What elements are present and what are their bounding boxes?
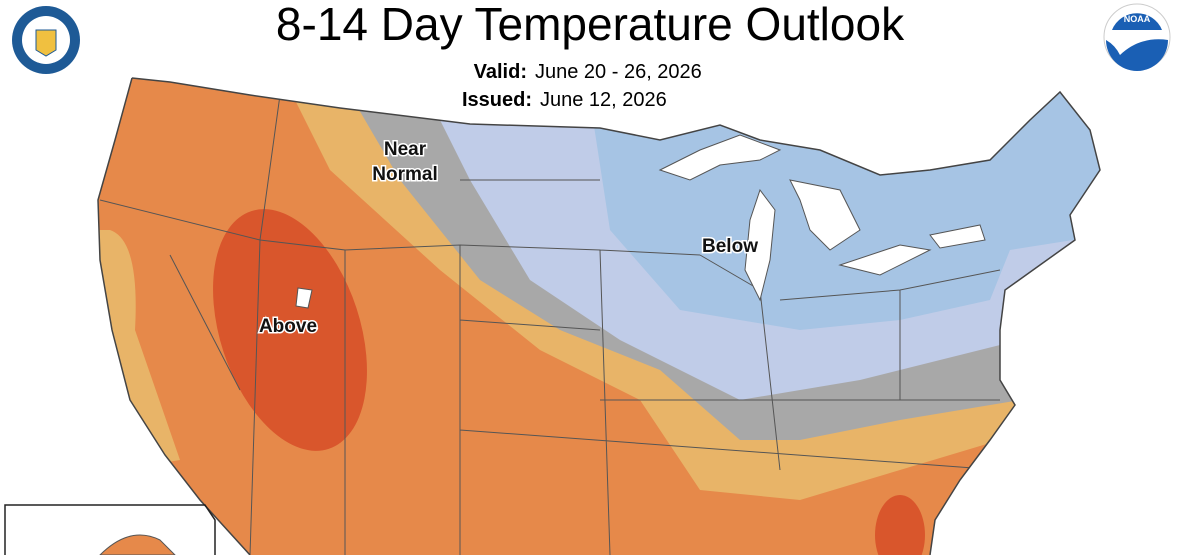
above-label: Above <box>259 316 317 337</box>
issued-date: June 12, 2026 <box>540 89 667 111</box>
great-lakes <box>295 134 986 309</box>
near-normal-label: Normal <box>372 164 437 185</box>
issued-label: Issued: <box>462 89 532 111</box>
valid-dates: June 20 - 26, 2026 <box>535 61 702 83</box>
us-outline <box>97 77 1101 555</box>
noaa-logo: NOAA <box>1103 3 1171 71</box>
alaska-inset <box>4 504 216 555</box>
region-much-above <box>213 209 367 451</box>
region-much-above-se <box>875 495 925 555</box>
below-label: Below <box>702 236 758 257</box>
valid-label: Valid: <box>474 61 527 83</box>
noaa-text: NOAA <box>1124 14 1151 24</box>
near-normal-label: Near <box>384 139 427 160</box>
state-lines <box>99 94 1001 555</box>
doc-seal <box>12 6 80 74</box>
title: 8-14 Day Temperature Outlook <box>276 0 905 50</box>
